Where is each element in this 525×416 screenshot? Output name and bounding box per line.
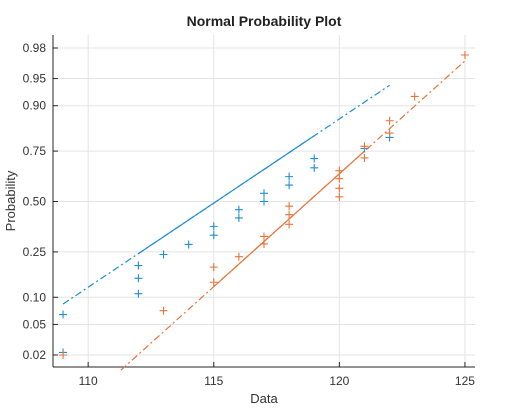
data-point-2 — [335, 192, 344, 201]
x-tick-label: 120 — [329, 374, 349, 388]
data-point-2 — [335, 184, 344, 193]
data-point-2 — [234, 252, 243, 261]
data-point-2 — [335, 174, 344, 183]
data-point-1 — [260, 189, 268, 198]
x-tick-label: 110 — [79, 374, 98, 388]
data-point-1 — [234, 213, 243, 222]
y-tick-label: 0.50 — [23, 195, 47, 209]
fit-line-2 — [213, 150, 365, 288]
data-point-1 — [260, 197, 268, 206]
data-point-2 — [285, 210, 294, 219]
data-point-2 — [385, 116, 394, 125]
data-point-1 — [159, 250, 168, 259]
y-ticks: 0.02 0.05 0.10 0.25 0.50 0.75 0.90 0.95 0.98 — [23, 41, 58, 362]
data-point-2 — [209, 263, 218, 272]
data-point-1 — [209, 222, 218, 231]
data-point-2 — [335, 166, 344, 175]
y-tick-label: 0.25 — [23, 245, 47, 259]
data-point-1 — [59, 310, 68, 319]
data-point-2 — [410, 92, 419, 101]
data-point-1 — [285, 172, 294, 181]
data-points — [59, 51, 469, 359]
data-point-2 — [209, 278, 218, 287]
data-point-2 — [159, 306, 168, 315]
fit-line-1 — [138, 135, 315, 255]
chart-title: Normal Probability Plot — [187, 13, 342, 29]
data-point-1 — [134, 274, 143, 283]
data-point-2 — [360, 153, 369, 162]
x-ticks: 110 115 120 125 — [79, 362, 475, 388]
y-tick-label: 0.75 — [23, 144, 47, 158]
y-tick-label: 0.02 — [23, 348, 47, 362]
data-point-2 — [59, 351, 68, 359]
grid — [53, 35, 475, 367]
y-tick-label: 0.10 — [23, 290, 47, 304]
data-point-1 — [134, 261, 143, 270]
x-tick-label: 125 — [455, 374, 475, 388]
data-point-2 — [460, 51, 469, 60]
data-point-2 — [385, 129, 394, 138]
y-tick-label: 0.98 — [23, 41, 47, 55]
data-point-1 — [134, 289, 143, 298]
data-point-1 — [310, 163, 319, 172]
y-tick-label: 0.05 — [23, 317, 47, 331]
data-point-1 — [209, 231, 218, 240]
data-point-2 — [360, 142, 369, 151]
data-point-2 — [260, 239, 268, 248]
data-point-1 — [184, 240, 193, 249]
data-point-2 — [260, 232, 268, 241]
fit-lines — [62, 60, 466, 371]
y-tick-label: 0.95 — [23, 72, 47, 86]
y-axis-label: Probability — [3, 170, 18, 231]
data-point-1 — [285, 181, 294, 190]
data-point-1 — [234, 205, 243, 214]
data-point-1 — [310, 154, 319, 163]
data-point-2 — [285, 220, 294, 229]
y-tick-label: 0.90 — [23, 99, 47, 113]
data-point-2 — [285, 202, 294, 211]
x-axis-label: Data — [250, 391, 278, 406]
x-tick-label: 115 — [204, 374, 223, 388]
